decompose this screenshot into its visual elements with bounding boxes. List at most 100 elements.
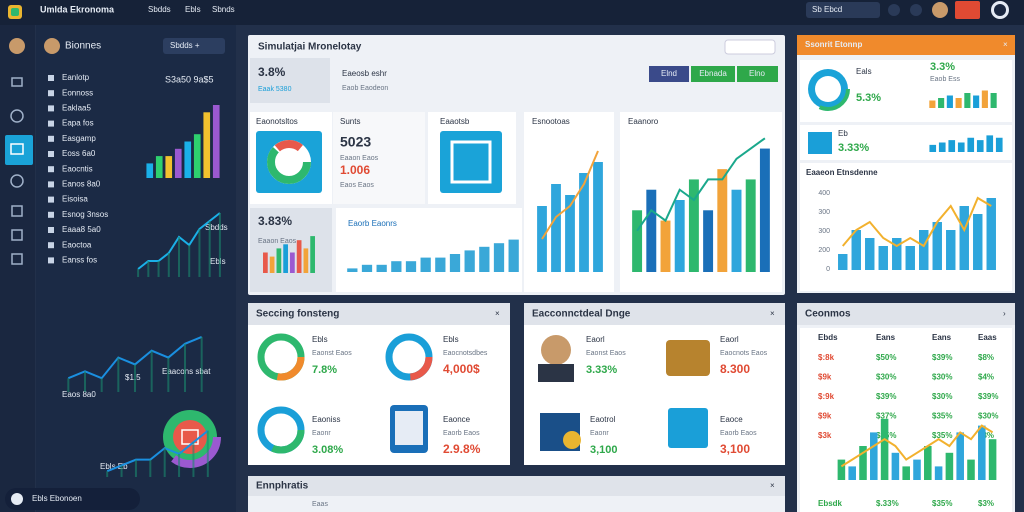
table-cell: $50% (876, 353, 896, 362)
bar (184, 141, 192, 178)
item-label: Eaorl (586, 335, 605, 344)
spike (178, 237, 180, 277)
chevron[interactable]: › (1003, 309, 1006, 318)
chart-title: Eaorb Eaonrs (348, 219, 397, 228)
label: Eb (838, 129, 848, 138)
sidebar-button-label[interactable]: Sbdds + (170, 41, 200, 50)
bar (269, 256, 275, 273)
bar (973, 214, 983, 270)
spike (192, 442, 195, 477)
bar (212, 105, 220, 178)
spike (134, 459, 137, 477)
table-cell: $9k (818, 373, 832, 382)
spike (208, 221, 211, 277)
bar (674, 200, 685, 272)
bar (632, 210, 643, 272)
spike (184, 343, 186, 392)
list-item[interactable]: Eisoisa (62, 195, 88, 204)
list-item[interactable]: Eanss fos (62, 256, 97, 265)
bar (905, 246, 915, 270)
sidebar-button[interactable] (163, 38, 225, 54)
bar (959, 206, 969, 270)
chart-title: Eaaeon Etnsdenne (806, 168, 878, 177)
alert-button[interactable] (955, 1, 980, 19)
kpi: 5.3% (856, 92, 881, 104)
bar (929, 100, 936, 108)
footer-label[interactable]: Ebls Ebonoen (32, 494, 82, 503)
kpi-sub: Eaak 5380 (258, 86, 292, 93)
bar (263, 252, 268, 273)
list-item[interactable]: Eaoctoa (62, 240, 92, 249)
spike (178, 453, 181, 477)
bar (420, 257, 431, 272)
list-item[interactable]: Eaocntis (62, 164, 93, 173)
list-item[interactable]: Eapa fos (62, 119, 94, 128)
kpi-sub: Eaob Ess (930, 76, 960, 83)
card-title: Eaaotsb (440, 117, 470, 126)
kpi: 3.33% (838, 142, 869, 154)
close[interactable]: × (495, 309, 500, 318)
list-item[interactable]: Eanos 8a0 (62, 180, 101, 189)
table-cell: $30% (978, 412, 998, 421)
bar (703, 210, 714, 272)
bar (986, 135, 994, 152)
tag-sub: Eaob Eaodeon (342, 85, 388, 92)
list-item[interactable]: Easgamp (62, 134, 96, 143)
list-item[interactable]: Eonnoss (62, 88, 93, 97)
bar (310, 236, 315, 273)
item-label: Eaorl (720, 335, 739, 344)
menu-item[interactable]: Ebls (185, 5, 201, 14)
menu-item[interactable]: Sbnds (212, 5, 235, 14)
button-label[interactable]: Ebnada (699, 69, 727, 78)
item-label: Ebls (312, 335, 328, 344)
button-label[interactable]: Elnd (661, 69, 677, 78)
bar (995, 137, 1003, 152)
item-sub: Eaonr (312, 430, 331, 437)
bar (464, 250, 475, 272)
close[interactable]: × (770, 481, 775, 490)
bar (276, 248, 282, 273)
list-item[interactable]: Eaklaa5 (62, 104, 91, 113)
close[interactable]: × (1003, 40, 1008, 49)
bar (976, 140, 984, 152)
item-value: 3.08% (312, 444, 343, 456)
spike (167, 253, 170, 277)
bar (932, 222, 942, 270)
bar (973, 95, 980, 108)
bar (745, 179, 756, 272)
bar (946, 230, 956, 270)
list-icon (48, 90, 54, 97)
table-header: Eans (932, 333, 952, 342)
menu-item[interactable]: Sbdds (148, 5, 171, 14)
bar (303, 248, 309, 273)
list-item[interactable]: Eaaa8 5a0 (62, 225, 101, 234)
item-sub: Eaonst Eaos (586, 350, 626, 357)
search-text[interactable]: Sb Ebcd (812, 5, 842, 14)
list-item[interactable]: Eoss 6a0 (62, 149, 96, 158)
list-item[interactable]: Esnog 3nsos (62, 210, 108, 219)
bar (193, 134, 201, 178)
table-cell: $37% (876, 412, 896, 421)
list-icon (48, 196, 54, 203)
list-item[interactable]: Eanlotp (62, 73, 90, 82)
item-value: 3,100 (720, 442, 750, 456)
table-footer: $3% (978, 499, 994, 508)
panel-title: Ssonrit Etonnp (805, 40, 862, 49)
bar (435, 257, 446, 272)
bar (479, 246, 490, 272)
trend-line (841, 196, 992, 248)
item-sub: Eaocnotsdbes (443, 350, 488, 357)
axis-label: 300 (818, 209, 830, 216)
big-kpi-sub: Eaaon Eaos (340, 155, 379, 162)
bar (929, 144, 937, 152)
close[interactable]: × (770, 309, 775, 318)
bar (981, 90, 988, 108)
table-footer: $35% (932, 499, 952, 508)
item-sub: Eaocnots Eaos (720, 350, 768, 357)
card-title: Eaanoro (628, 117, 659, 126)
bar (646, 189, 657, 272)
bar (837, 459, 846, 480)
item-value: 2.9.8% (443, 442, 481, 456)
button-label[interactable]: Elno (749, 69, 766, 78)
search-box[interactable] (806, 2, 880, 18)
